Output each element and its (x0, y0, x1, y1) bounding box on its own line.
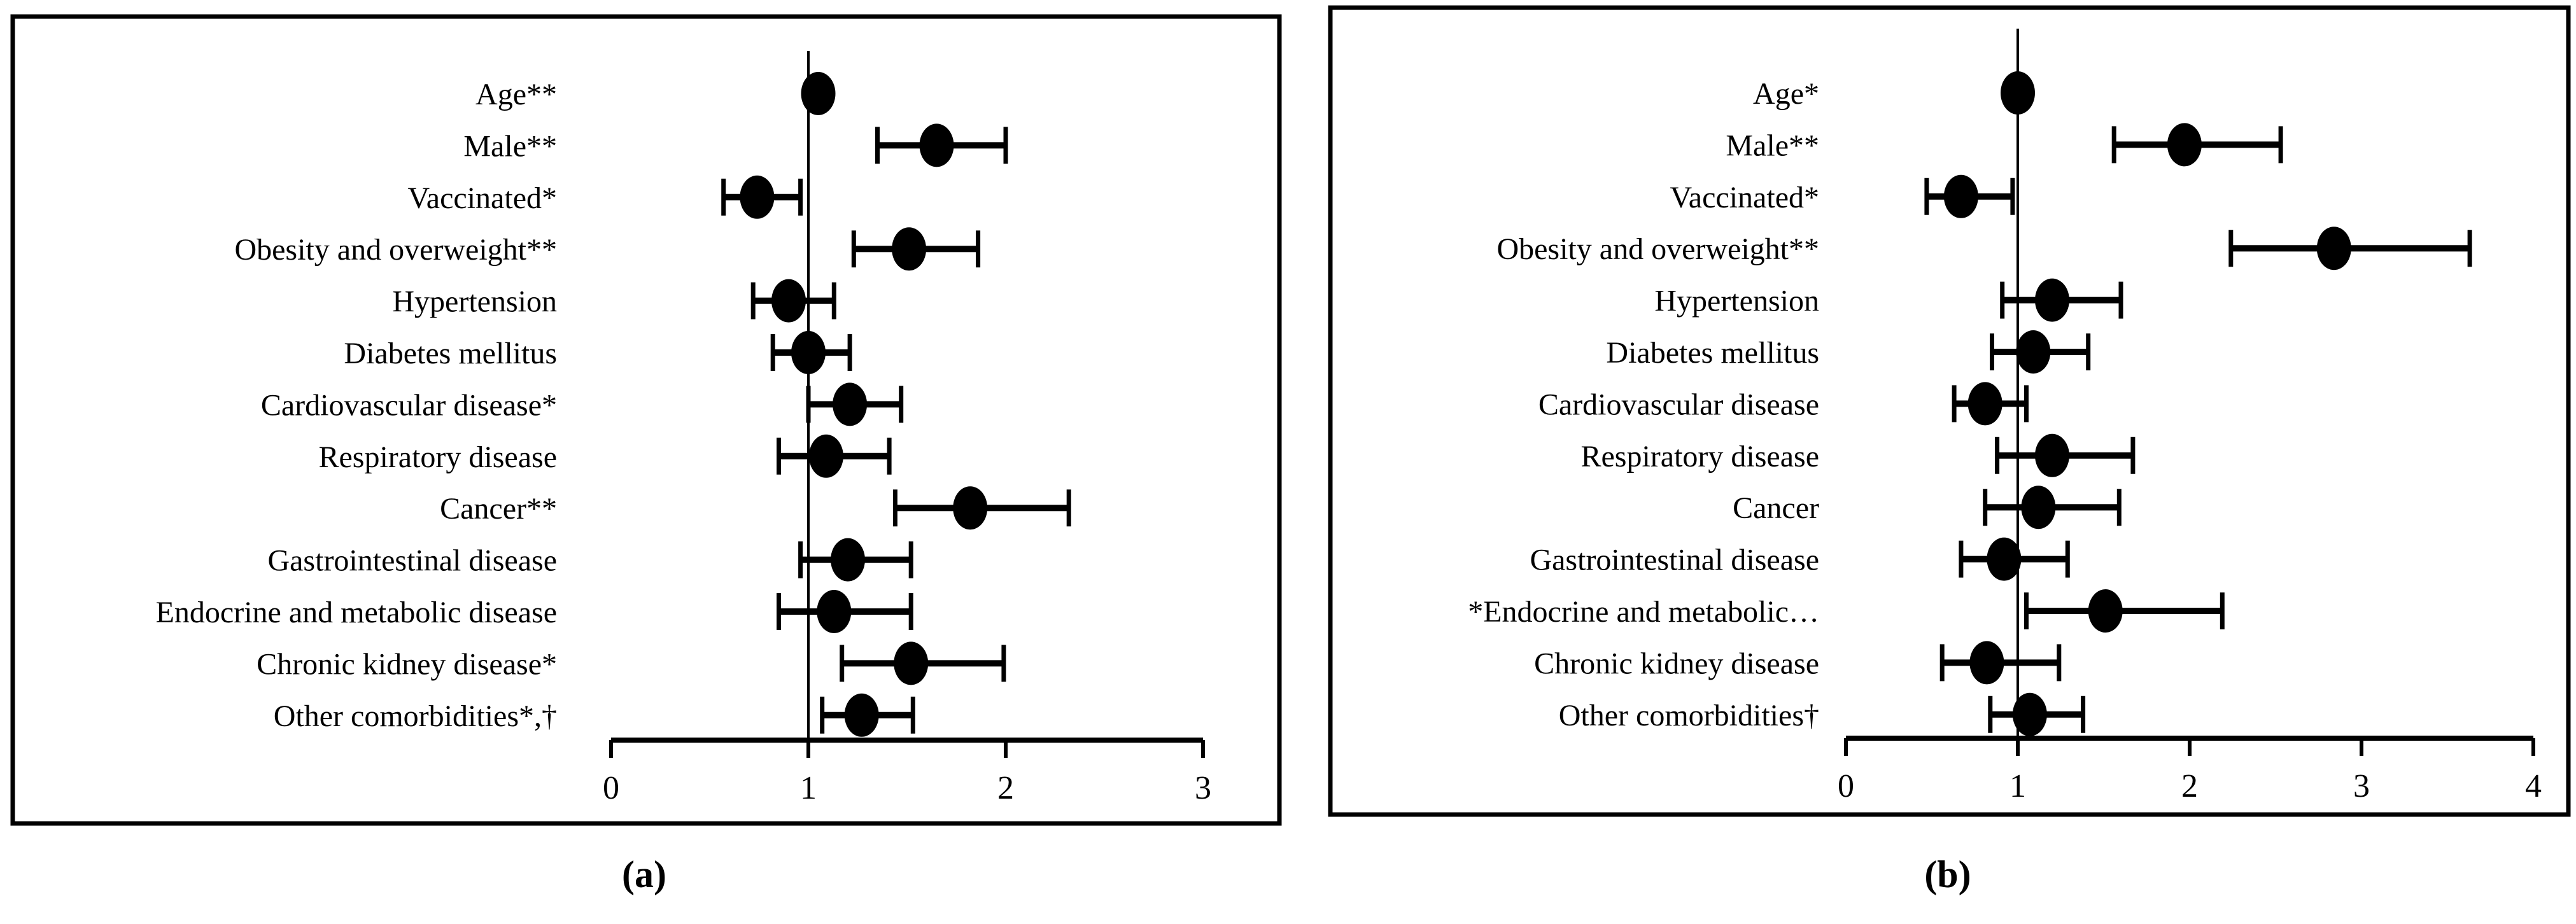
point-estimate-dot (2316, 227, 2351, 270)
point-estimate-dot (894, 641, 929, 685)
point-estimate-dot (801, 72, 836, 115)
forest-row-label: Chronic kidney disease* (257, 647, 557, 681)
panel-a-caption: (a) (622, 853, 666, 895)
forest-row-label: Other comorbidities*,† (274, 699, 557, 733)
point-estimate-dot (808, 434, 843, 478)
point-estimate-dot (2016, 330, 2051, 374)
forest-row-label: Male** (1726, 129, 1819, 162)
forest-row-label: Obesity and overweight** (234, 233, 557, 267)
forest-row-label: Cardiovascular disease (1538, 388, 1819, 421)
forest-row-label: Male** (463, 129, 557, 163)
point-estimate-dot (831, 538, 865, 582)
forest-row-label: Gastrointestinal disease (1530, 543, 1819, 577)
point-estimate-dot (892, 227, 927, 271)
panel-b: 0 1 2 3 4 Age* Male** Vaccinated* Obesity and ov… (1328, 5, 2571, 817)
forest-row-label: Age** (475, 78, 557, 111)
forest-row-label: Hypertension (392, 285, 557, 319)
forest-row-label: Endocrine and metabolic disease (156, 596, 557, 629)
point-estimate-dot (2167, 123, 2202, 167)
panel-border (10, 14, 1282, 826)
point-estimate-dot (740, 175, 775, 219)
x-axis-tick-label: 1 (800, 770, 817, 806)
point-estimate-dot (1987, 537, 2022, 581)
point-estimate-dot (771, 279, 806, 323)
point-estimate-dot (844, 693, 879, 737)
point-estimate-dot (2012, 692, 2047, 736)
x-axis-tick-label: 4 (2525, 768, 2542, 804)
forest-row-label: Age* (1753, 77, 1819, 111)
x-axis-tick-label: 3 (2353, 768, 2370, 804)
forest-row-label: Cardiovascular disease* (261, 388, 557, 422)
point-estimate-dot (2035, 433, 2069, 477)
point-estimate-dot (2001, 71, 2035, 115)
forest-row-label: Obesity and overweight** (1496, 232, 1819, 266)
point-estimate-dot (953, 486, 988, 530)
x-axis-tick-label: 2 (2181, 768, 2198, 804)
point-estimate-dot (2088, 589, 2123, 633)
point-estimate-dot (2021, 486, 2056, 529)
forest-row-label: Gastrointestinal disease (267, 544, 557, 578)
forest-row-label: Chronic kidney disease (1534, 647, 1819, 680)
forest-row-label: Respiratory disease (318, 440, 557, 474)
point-estimate-dot (1967, 382, 2002, 426)
x-axis-tick-label: 1 (2009, 768, 2026, 804)
forest-row-label: Cancer (1733, 491, 1819, 525)
forest-row-label: Vaccinated* (1670, 181, 1819, 214)
forest-row-label: *Endocrine and metabolic… (1468, 595, 1819, 629)
forest-row-label: Cancer** (440, 492, 557, 526)
x-axis-tick-label: 0 (1838, 768, 1854, 804)
forest-row-label: Vaccinated* (407, 181, 557, 215)
point-estimate-dot (1969, 641, 2004, 685)
forest-row-label: Diabetes mellitus (1606, 336, 1819, 370)
forest-row-label: Other comorbidities† (1559, 699, 1819, 732)
x-axis-tick-label: 0 (603, 770, 619, 806)
x-axis-tick-label: 3 (1195, 770, 1211, 806)
forest-row-label: Hypertension (1654, 284, 1819, 318)
forest-row-label: Diabetes mellitus (344, 337, 557, 370)
panel-a: 0 1 2 3 Age** Male** Vaccinated* Obesity and ov… (10, 14, 1282, 826)
point-estimate-dot (833, 382, 868, 426)
forest-row-label: Respiratory disease (1580, 440, 1819, 473)
point-estimate-dot (817, 590, 852, 633)
panel-border (1328, 5, 2571, 817)
point-estimate-dot (2035, 278, 2069, 322)
point-estimate-dot (1943, 174, 1978, 218)
point-estimate-dot (919, 123, 954, 167)
point-estimate-dot (791, 331, 826, 374)
x-axis-tick-label: 2 (997, 770, 1014, 806)
panel-b-caption: (b) (1924, 853, 1971, 895)
